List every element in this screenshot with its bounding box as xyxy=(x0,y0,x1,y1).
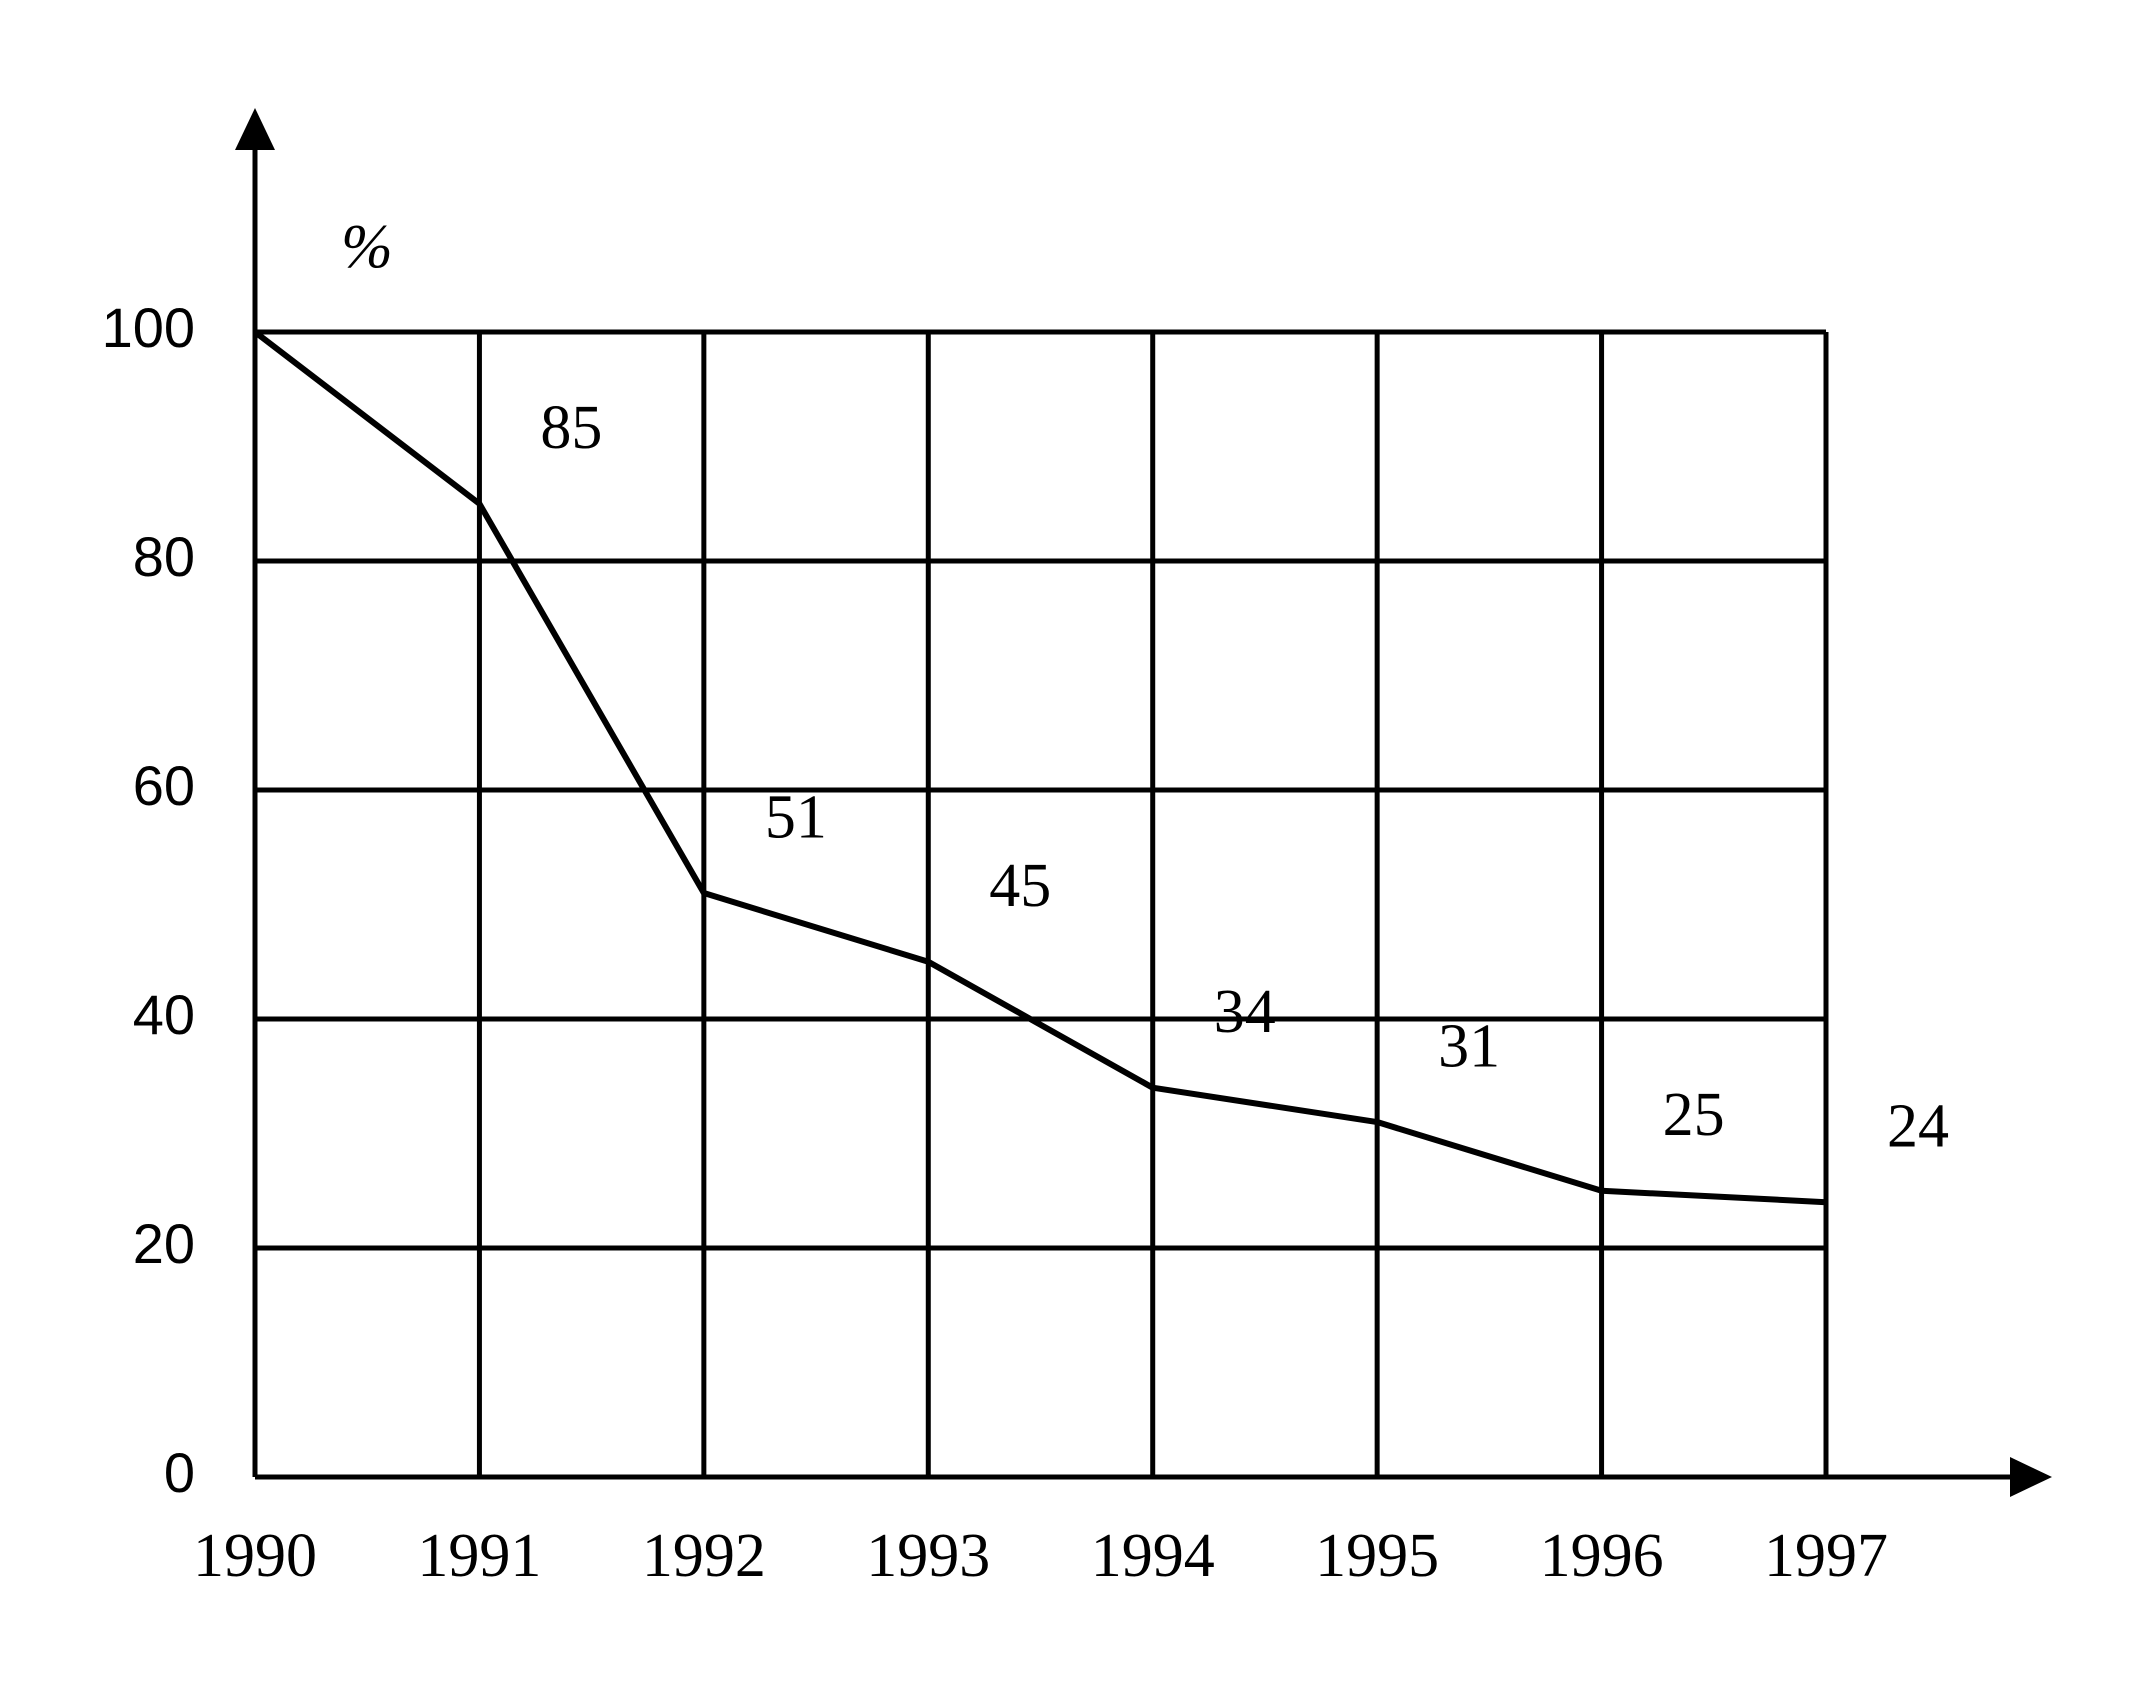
y-axis-arrow xyxy=(235,108,275,150)
data-line xyxy=(253,329,1827,1206)
y-tick-label: 100 xyxy=(102,296,195,359)
x-tick-label: 1996 xyxy=(1540,1522,1664,1590)
x-tick-label: 1990 xyxy=(193,1522,317,1590)
data-label: 31 xyxy=(1438,1012,1500,1080)
y-tick-label: 0 xyxy=(164,1441,195,1504)
x-axis-arrow xyxy=(2010,1457,2052,1497)
data-label: 24 xyxy=(1887,1092,1949,1160)
x-tick-label: 1993 xyxy=(866,1522,990,1590)
y-tick-label: 20 xyxy=(133,1212,195,1275)
data-label: 85 xyxy=(540,394,602,462)
data-label: 51 xyxy=(765,783,827,851)
x-tick-label: 1997 xyxy=(1764,1522,1888,1590)
y-axis-label: % xyxy=(341,213,393,281)
data-label: 34 xyxy=(1214,978,1276,1046)
y-tick-label: 80 xyxy=(133,525,195,588)
data-label: 45 xyxy=(989,852,1051,920)
x-tick-label: 1991 xyxy=(417,1522,541,1590)
y-tick-label: 40 xyxy=(133,983,195,1046)
y-tick-label: 60 xyxy=(133,754,195,817)
data-label: 25 xyxy=(1663,1081,1725,1149)
x-tick-label: 1994 xyxy=(1091,1522,1215,1590)
x-tick-label: 1992 xyxy=(642,1522,766,1590)
x-tick-label: 1995 xyxy=(1315,1522,1439,1590)
